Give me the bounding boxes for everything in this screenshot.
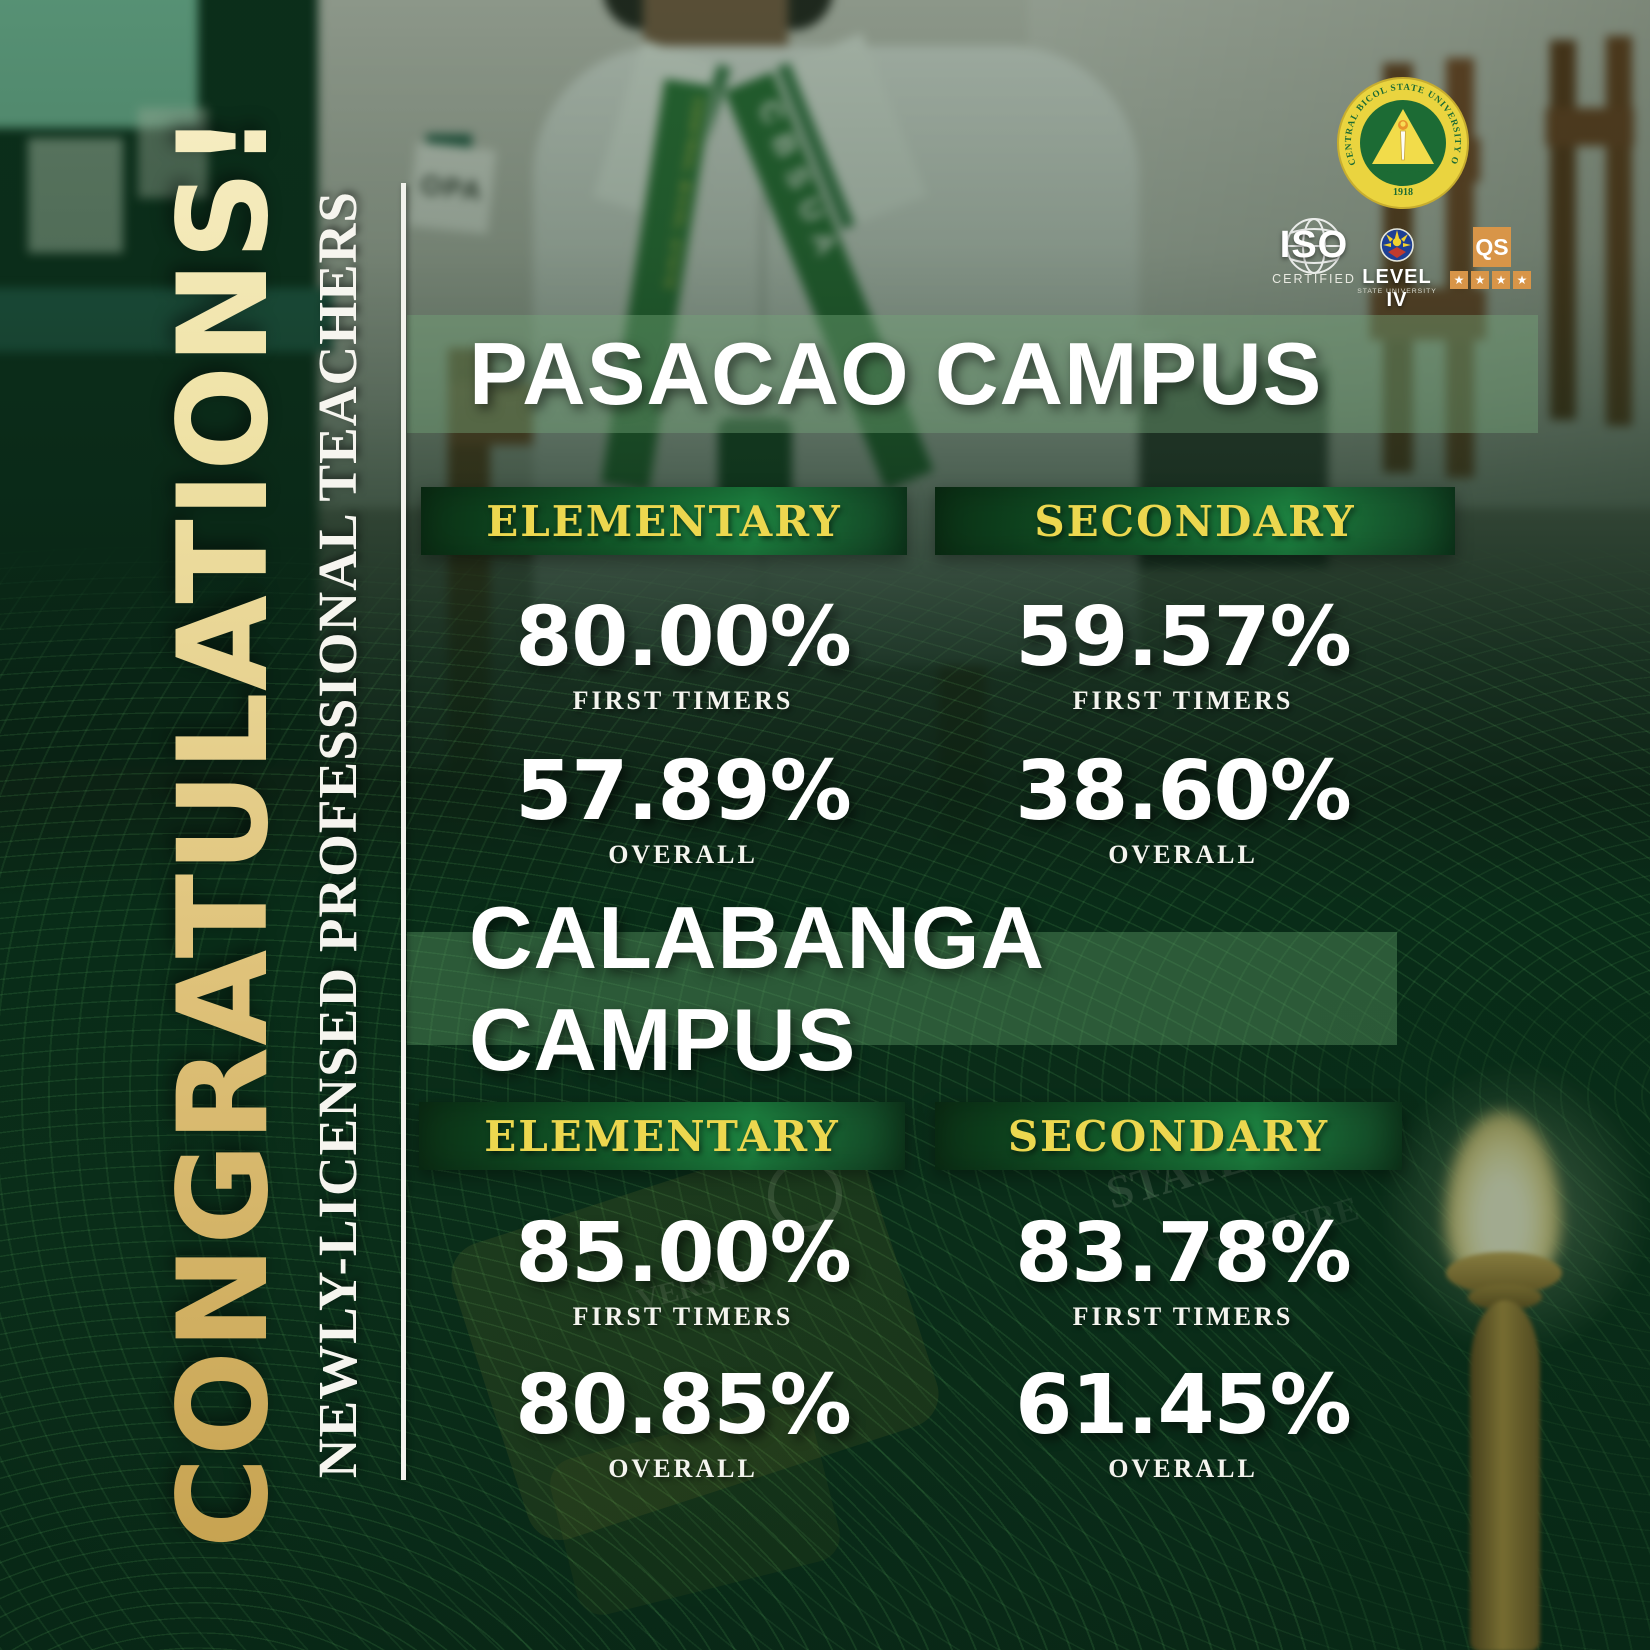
star-icon: ★ (1471, 271, 1489, 289)
stat-value: 57.89% (515, 744, 852, 839)
stat-label: OVERALL (1108, 840, 1258, 869)
iso-label: ISO (1279, 224, 1349, 266)
stat-label: OVERALL (1108, 1454, 1258, 1483)
torch-body (1470, 1300, 1540, 1650)
stat-value: 83.78% (1015, 1206, 1352, 1301)
star-icon: ★ (1450, 271, 1468, 289)
congratulations-headline: CONGRATULATIONS! (148, 112, 300, 1548)
stat-value: 61.45% (1015, 1358, 1352, 1453)
level-banner-pasacao-secondary: SECONDARY (935, 487, 1455, 555)
qs-logo: QS (1473, 227, 1511, 267)
stat-value: 80.85% (515, 1358, 852, 1453)
stat-value: 59.57% (1015, 590, 1352, 685)
level-iv-sub-label: STATE UNIVERSITY (1357, 288, 1437, 295)
iso-sub-label: CERTIFIED (1272, 272, 1356, 286)
university-seal: CENTRAL BICOL STATE UNIVERSITY OF AGRICU… (1336, 76, 1469, 209)
campus-header-pasacao: PASACAO CAMPUS (407, 315, 1538, 433)
stat-label: FIRST TIMERS (572, 686, 794, 715)
stat-label: OVERALL (608, 840, 758, 869)
level-banner-calabanga-secondary: SECONDARY (935, 1102, 1402, 1170)
level-iv-logo-icon (1380, 228, 1414, 262)
vertical-divider (401, 183, 406, 1480)
qs-star-row: ★ ★ ★ ★ (1450, 271, 1534, 289)
level-banner-pasacao-elementary: ELEMENTARY (421, 487, 907, 555)
stat-label: FIRST TIMERS (572, 1302, 794, 1331)
level-iv-label: LEVEL IV (1362, 266, 1432, 311)
iso-badge: ISO CERTIFIED (1268, 210, 1360, 294)
stat-label: OVERALL (608, 1454, 758, 1483)
globe-icon (1286, 218, 1342, 274)
subtitle-headline: NEWLY-LICENSED PROFESSIONAL TEACHERS (302, 191, 372, 1478)
subtitle-text: NEWLY-LICENSED PROFESSIONAL TEACHERS (306, 191, 368, 1479)
star-icon: ★ (1513, 271, 1531, 289)
level-banner-calabanga-elementary: ELEMENTARY (419, 1102, 905, 1170)
stat-label: FIRST TIMERS (1072, 686, 1294, 715)
congratulations-text: CONGRATULATIONS! (152, 111, 296, 1549)
seal-year: 1918 (1393, 187, 1413, 198)
stat-value: 80.00% (515, 590, 852, 685)
stat-value: 38.60% (1015, 744, 1352, 839)
stat-label: FIRST TIMERS (1072, 1302, 1294, 1331)
contour-wave-pattern (0, 540, 1650, 1650)
campus-header-calabanga: CALABANGA CAMPUS (407, 888, 1397, 1089)
stat-value: 85.00% (515, 1206, 852, 1301)
star-icon: ★ (1492, 271, 1510, 289)
